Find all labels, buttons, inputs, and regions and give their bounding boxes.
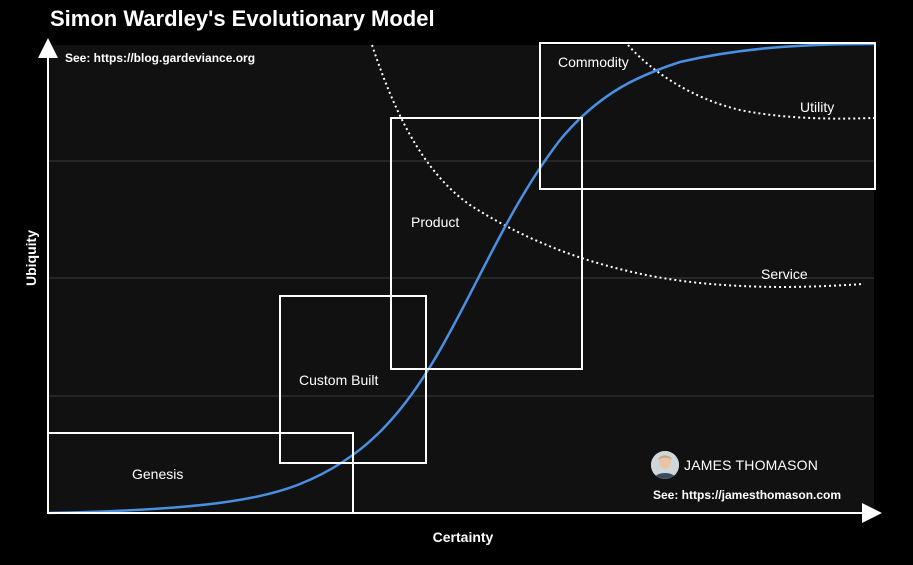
page-title: Simon Wardley's Evolutionary Model bbox=[50, 6, 435, 31]
evolution-curve bbox=[47, 42, 875, 515]
service-curve bbox=[371, 44, 865, 288]
x-axis-label: Certainty bbox=[433, 529, 494, 545]
stage-label-genesis: Genesis bbox=[132, 466, 183, 482]
credit-url-note: See: https://jamesthomason.com bbox=[653, 488, 841, 502]
utility-curve bbox=[627, 44, 875, 120]
utility-label: Utility bbox=[800, 99, 834, 115]
stage-box-commodity bbox=[539, 42, 876, 190]
stage-box-custom-built bbox=[279, 295, 427, 464]
plot-area bbox=[48, 45, 874, 513]
stage-box-product bbox=[390, 117, 583, 370]
avatar-icon bbox=[651, 451, 679, 479]
stage-label-custom-built: Custom Built bbox=[299, 372, 378, 388]
stage-box-genesis bbox=[47, 432, 354, 514]
stage-label-product: Product bbox=[411, 214, 459, 230]
source-note: See: https://blog.gardeviance.org bbox=[65, 51, 255, 65]
service-label: Service bbox=[761, 266, 808, 282]
credit-name: JAMES THOMASON bbox=[684, 457, 819, 473]
y-axis-label: Ubiquity bbox=[23, 230, 39, 286]
stage-label-commodity: Commodity bbox=[558, 54, 629, 70]
